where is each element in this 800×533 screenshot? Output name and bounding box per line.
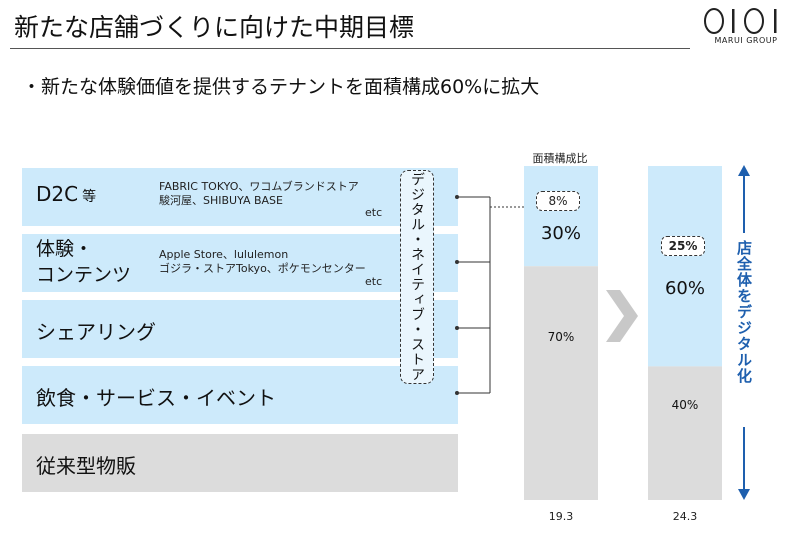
category-row-food-service: 飲食・サービス・イベント (22, 366, 458, 424)
category-title: D2C 等 (36, 182, 97, 206)
page-title: 新たな店舗づくりに向けた中期目標 (14, 13, 415, 42)
x-tick-label: 24.3 (673, 510, 698, 523)
category-row-traditional: 従来型物販 (22, 434, 458, 492)
bar-segment (524, 166, 598, 267)
category-examples: Apple Store、lululemon ゴジラ・ストアTokyo、ポケモンセ… (159, 248, 366, 275)
digital-native-store-label: デジタル・ネイティブ・ストア (409, 172, 425, 382)
etc-label: etc (365, 275, 383, 288)
bar-value-label: 40% (672, 398, 699, 412)
bar-segment (524, 266, 598, 500)
digitalize-label: 店全体をデジタル化 (735, 240, 753, 384)
category-examples: FABRIC TOKYO、ワコムブランドストア 駿河屋、SHIBUYA BASE (159, 180, 359, 207)
double-arrow-icon (738, 165, 750, 500)
category-row-sharing: シェアリング (22, 300, 458, 358)
bar-segment (648, 366, 722, 500)
digital-native-store-box: デジタル・ネイティブ・ストア (400, 170, 434, 384)
category-title: 従来型物販 (36, 454, 136, 478)
category-row-experience: 体験・ コンテンツ Apple Store、lululemon ゴジラ・ストアT… (22, 234, 458, 292)
category-title: 飲食・サービス・イベント (36, 386, 276, 410)
chart-header: 面積構成比 (532, 152, 588, 165)
category-row-d2c: D2C 等 FABRIC TOKYO、ワコムブランドストア 駿河屋、SHIBUYA… (22, 168, 458, 226)
marui-logo (700, 6, 792, 52)
subtitle: ・新たな体験価値を提供するテナントを面積構成60%に拡大 (22, 76, 540, 98)
bar-value-label: 60% (665, 278, 705, 299)
category-title: 体験・ コンテンツ (36, 238, 132, 286)
bar-segment (648, 166, 722, 367)
highlight-value-box: 8% (536, 191, 580, 211)
bar-value-label: 70% (548, 330, 575, 344)
chevron-right-icon (606, 290, 638, 342)
highlight-value-box: 25% (661, 236, 705, 256)
title-divider (10, 48, 690, 49)
x-tick-label: 19.3 (549, 510, 574, 523)
category-title: シェアリング (36, 320, 156, 344)
logo-subtitle: MARUI GROUP (714, 36, 778, 45)
etc-label: etc (365, 206, 383, 219)
bar-value-label: 30% (541, 223, 581, 244)
